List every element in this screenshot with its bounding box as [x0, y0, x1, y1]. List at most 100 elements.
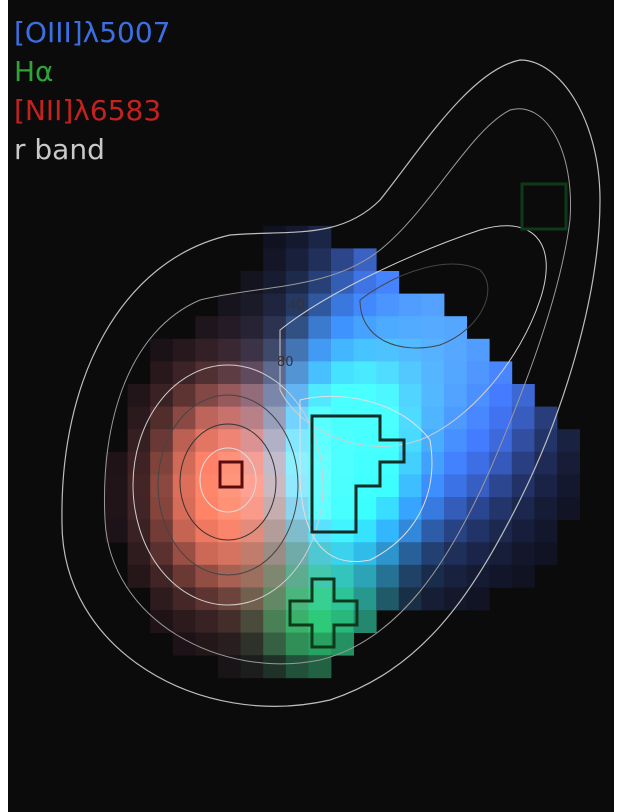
pixel: [308, 632, 332, 656]
pixel: [534, 429, 558, 453]
pixel: [331, 361, 354, 385]
pixel: [218, 316, 241, 340]
pixel: [127, 519, 151, 543]
pixel: [195, 406, 219, 430]
pixel: [285, 587, 309, 611]
pixel: [444, 564, 467, 588]
pixel: [421, 361, 445, 385]
pixel: [398, 497, 422, 520]
pixel: [195, 361, 219, 385]
pixel: [150, 474, 174, 498]
pixel: [353, 338, 377, 362]
legend-label: [OIII]λ5007: [14, 16, 171, 49]
pixel: [218, 429, 241, 453]
pixel: [240, 293, 264, 317]
pixel: [444, 497, 467, 520]
pixel: [511, 451, 535, 475]
pixel: [172, 451, 196, 475]
contour: [179, 423, 277, 541]
pixel-map: [105, 225, 580, 679]
pixel: [376, 474, 400, 498]
pixel: [376, 406, 400, 430]
pixel: [172, 361, 196, 385]
pixel: [444, 474, 467, 498]
pixel: [466, 474, 490, 498]
pixel: [195, 564, 219, 588]
pixel: [466, 451, 490, 475]
pixel: [398, 316, 422, 340]
pixel: [172, 384, 196, 407]
pixel: [466, 587, 490, 611]
pixel: [557, 474, 580, 498]
pixel: [308, 338, 332, 362]
pixel: [240, 610, 264, 633]
pixel: [398, 542, 422, 566]
pixel: [353, 429, 377, 453]
pixel: [195, 429, 219, 453]
pixel: [195, 316, 219, 340]
pixel: [240, 497, 264, 520]
pixel: [172, 338, 196, 362]
pixel: [127, 542, 151, 566]
pixel: [195, 610, 219, 633]
pixel: [466, 519, 490, 543]
contour-label: 40: [288, 298, 305, 313]
pixel: [534, 542, 558, 566]
pixel: [353, 610, 377, 633]
pixel: [444, 361, 467, 385]
pixel: [398, 587, 422, 611]
pixel: [511, 497, 535, 520]
pixel: [172, 474, 196, 498]
pixel: [444, 384, 467, 407]
pixel: [240, 316, 264, 340]
pixel: [172, 406, 196, 430]
pixel: [105, 451, 128, 475]
pixel: [421, 338, 445, 362]
pixel: [263, 587, 287, 611]
pixel: [263, 564, 287, 588]
pixel: [263, 542, 287, 566]
pixel: [263, 474, 287, 498]
pixel: [285, 406, 309, 430]
legend-label: [NII]λ6583: [14, 94, 161, 127]
pixel: [285, 610, 309, 633]
pixel: [285, 248, 309, 272]
pixel: [308, 316, 332, 340]
pixel: [263, 225, 287, 249]
pixel: [285, 655, 309, 679]
pixel: [466, 361, 490, 385]
pixel: [263, 632, 287, 656]
pixel: [376, 384, 400, 407]
pixel: [150, 406, 174, 430]
pixel: [172, 564, 196, 588]
pixel: [466, 564, 490, 588]
pixel: [218, 293, 241, 317]
pixel: [376, 497, 400, 520]
pixel: [421, 497, 445, 520]
pixel: [105, 497, 128, 520]
pixel: [398, 406, 422, 430]
pixel: [150, 542, 174, 566]
pixel: [511, 542, 535, 566]
pixel: [511, 519, 535, 543]
pixel: [353, 361, 377, 385]
pixel: [195, 632, 219, 656]
pixel: [331, 610, 354, 633]
pixel: [150, 497, 174, 520]
contour: [199, 447, 257, 513]
pixel: [285, 497, 309, 520]
pixel: [150, 451, 174, 475]
pixel: [398, 361, 422, 385]
pixel: [172, 632, 196, 656]
pixel: [240, 474, 264, 498]
pixel: [150, 610, 174, 633]
pixel: [331, 587, 354, 611]
pixel: [263, 271, 287, 294]
pixel: [285, 564, 309, 588]
pixel: [218, 655, 241, 679]
pixel: [218, 632, 241, 656]
pixel: [285, 451, 309, 475]
pixel: [308, 293, 332, 317]
pixel: [331, 271, 354, 294]
pixel: [511, 564, 535, 588]
